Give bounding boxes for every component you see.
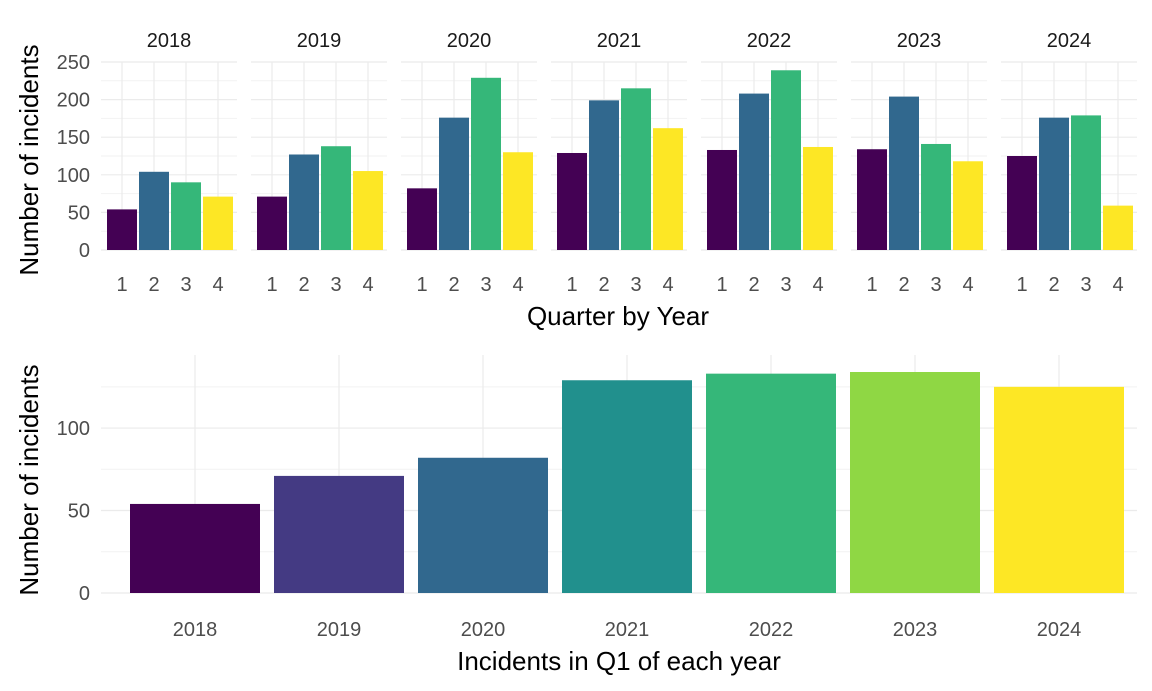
bar-2018-q3 [171,182,201,250]
x-tick-label: 1 [416,274,427,296]
x-tick-label: 1 [716,274,727,296]
x-tick-label: 3 [630,274,641,296]
top-y-axis-title: Number of incidents [14,44,44,275]
x-tick-label: 4 [212,274,223,296]
bar-2018-q4 [203,196,233,250]
x-tick-label: 1 [866,274,877,296]
bar-2021-q2 [589,100,619,251]
x-tick-label: 4 [662,274,673,296]
q1-bar-2024 [994,386,1124,593]
y-tick-label: 50 [68,501,90,523]
y-tick-label: 100 [57,165,90,187]
bar-2023-q4 [953,161,983,250]
bar-2023-q2 [889,96,919,250]
y-tick-label: 0 [79,240,90,262]
x-tick-label: 4 [812,274,823,296]
x-tick-label: 2 [1048,274,1059,296]
bar-2021-q1 [557,152,587,250]
facet-label-2020: 2020 [447,30,492,52]
y-tick-label: 100 [57,418,90,440]
x-tick-label: 3 [330,274,341,296]
y-tick-label: 50 [68,202,90,224]
x-tick-label: 1 [1016,274,1027,296]
y-tick-label: 150 [57,127,90,149]
x-tick-label: 3 [780,274,791,296]
x-tick-label: 2023 [893,619,938,641]
bar-2020-q3 [471,77,501,251]
x-tick-label: 2021 [605,619,650,641]
x-tick-label: 1 [266,274,277,296]
bar-2024-q2 [1039,117,1069,250]
x-tick-label: 2 [898,274,909,296]
bar-2022-q2 [739,93,769,250]
bottom-tick-labels: 0 50 100 2018 2019 2020 2021 2022 2023 2024 [57,418,1082,641]
top-x-axis-title: Quarter by Year [527,301,709,331]
bar-2024-q4 [1103,205,1133,250]
bar-2022-q1 [707,149,737,250]
bar-2022-q3 [771,70,801,250]
bar-2018-q1 [107,209,137,250]
y-tick-label: 0 [79,583,90,605]
bar-2023-q1 [857,149,887,250]
bar-2020-q2 [439,117,469,250]
x-tick-label: 2019 [317,619,362,641]
bar-2018-q2 [139,171,169,250]
bar-2019-q1 [257,196,287,250]
x-tick-label: 2 [448,274,459,296]
x-tick-label: 2024 [1037,619,1082,641]
bar-2021-q4 [653,128,683,250]
x-tick-label: 1 [116,274,127,296]
x-tick-label: 3 [930,274,941,296]
top-bars [107,70,1133,251]
bar-2019-q3 [321,146,351,250]
q1-bar-2022 [706,373,836,593]
bar-2021-q3 [621,88,651,250]
bar-2023-q3 [921,143,951,250]
bar-2024-q3 [1071,115,1101,250]
q1-bar-2019 [274,475,404,593]
q1-by-year-chart: 0 50 100 2018 2019 2020 2021 2022 2023 2024 Incid… [14,355,1137,676]
bottom-y-axis-title: Number of incidents [14,364,44,595]
bar-2020-q1 [407,188,437,250]
facet-label-2019: 2019 [297,30,342,52]
q1-bar-2020 [418,457,548,593]
x-tick-label: 4 [1112,274,1123,296]
faceted-quarter-chart: 1 2 3 4 1 2 3 4 1 2 3 4 1 2 3 4 1 2 3 4 1 2 3 4 1 2 3 4050100150200… [14,30,1137,331]
bottom-bars [130,372,1124,593]
q1-bar-2023 [850,372,980,593]
q1-bar-2018 [130,503,260,593]
bar-2019-q4 [353,171,383,250]
facet-label-2021: 2021 [597,30,642,52]
x-tick-label: 2022 [749,619,794,641]
x-tick-label: 2 [748,274,759,296]
facet-strip-labels: 2018 2019 2020 2021 2022 2023 2024 [147,30,1092,52]
y-tick-label: 250 [57,52,90,74]
x-tick-label: 3 [1080,274,1091,296]
x-tick-label: 2 [598,274,609,296]
bottom-x-axis-title: Incidents in Q1 of each year [457,646,781,676]
x-tick-label: 4 [962,274,973,296]
x-tick-label: 2018 [173,619,218,641]
bar-2020-q4 [503,152,533,250]
bar-2019-q2 [289,154,319,250]
x-tick-label: 2020 [461,619,506,641]
x-tick-label: 1 [566,274,577,296]
facet-label-2023: 2023 [897,30,942,52]
facet-label-2022: 2022 [747,30,792,52]
facet-label-2018: 2018 [147,30,192,52]
x-tick-label: 4 [512,274,523,296]
x-tick-label: 3 [480,274,491,296]
x-tick-label: 2 [148,274,159,296]
q1-bar-2021 [562,380,692,593]
y-tick-label: 200 [57,90,90,112]
bar-2024-q1 [1007,156,1037,250]
facet-label-2024: 2024 [1047,30,1092,52]
x-tick-label: 3 [180,274,191,296]
x-tick-label: 2 [298,274,309,296]
x-tick-label: 4 [362,274,373,296]
top-tick-labels: 1 2 3 4 1 2 3 4 1 2 3 4 1 2 3 4 1 2 3 4 1 2 3 4 1 2 3 4050100150200… [57,52,1124,296]
bar-2022-q4 [803,146,833,250]
